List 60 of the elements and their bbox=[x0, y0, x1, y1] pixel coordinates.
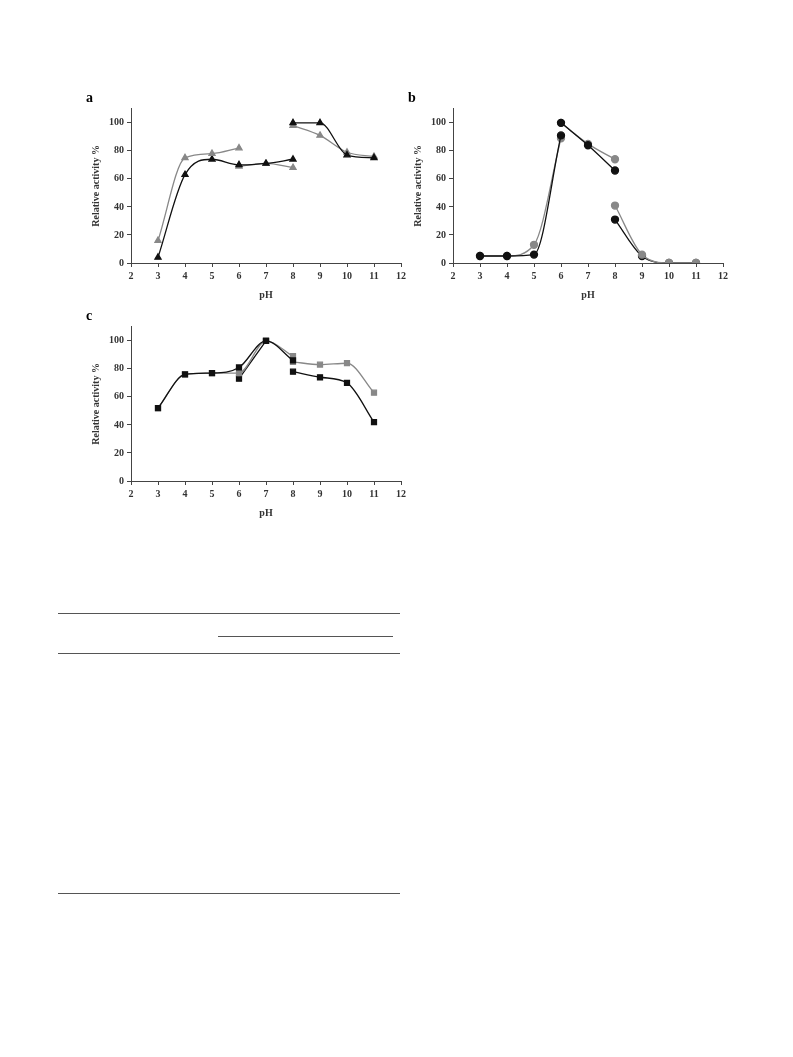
x-axis-title: pH bbox=[259, 506, 273, 518]
x-tick-label: 3 bbox=[155, 269, 161, 281]
x-tick-label: 12 bbox=[718, 269, 728, 281]
x-tick-label: 9 bbox=[317, 269, 323, 281]
y-tick-label: 80 bbox=[436, 144, 446, 156]
x-tick-label: 4 bbox=[182, 269, 188, 281]
x-tick-label: 5 bbox=[209, 269, 215, 281]
x-tick-label: 6 bbox=[236, 487, 242, 499]
y-axis-title: Relative activity % bbox=[411, 145, 423, 227]
x-tick-label: 4 bbox=[504, 269, 510, 281]
x-tick-label: 8 bbox=[612, 269, 618, 281]
y-tick-label: 40 bbox=[114, 200, 124, 212]
y-tick-label: 100 bbox=[109, 334, 124, 346]
y-tick-label: 80 bbox=[114, 144, 124, 156]
x-tick-label: 8 bbox=[290, 269, 296, 281]
chart-title: b bbox=[408, 90, 416, 106]
x-tick-label: 11 bbox=[369, 487, 379, 499]
x-tick-label: 11 bbox=[369, 269, 379, 281]
x-tick-label: 6 bbox=[236, 269, 242, 281]
x-tick-label: 9 bbox=[317, 487, 323, 499]
x-tick-label: 10 bbox=[342, 487, 352, 499]
y-tick-label: 40 bbox=[436, 200, 446, 212]
chart-title: a bbox=[86, 90, 93, 106]
y-tick-label: 0 bbox=[441, 256, 446, 268]
y-tick-label: 100 bbox=[109, 116, 124, 128]
chart-title: c bbox=[86, 308, 93, 324]
y-tick-label: 80 bbox=[114, 362, 124, 374]
x-tick-label: 7 bbox=[263, 487, 269, 499]
y-tick-label: 0 bbox=[119, 474, 124, 486]
x-tick-label: 3 bbox=[155, 487, 161, 499]
x-tick-label: 8 bbox=[290, 487, 296, 499]
x-tick-label: 2 bbox=[128, 487, 134, 499]
y-axis-title: Relative activity % bbox=[89, 363, 101, 445]
x-axis-title: pH bbox=[259, 288, 273, 300]
x-axis-title: pH bbox=[581, 288, 595, 300]
x-tick-label: 7 bbox=[585, 269, 591, 281]
x-tick-label: 4 bbox=[182, 487, 188, 499]
y-tick-label: 0 bbox=[119, 256, 124, 268]
y-tick-label: 20 bbox=[114, 228, 124, 240]
x-tick-label: 2 bbox=[450, 269, 456, 281]
x-tick-label: 10 bbox=[664, 269, 674, 281]
x-tick-label: 7 bbox=[263, 269, 269, 281]
y-tick-label: 20 bbox=[114, 446, 124, 458]
x-tick-label: 6 bbox=[558, 269, 564, 281]
x-tick-label: 5 bbox=[531, 269, 537, 281]
y-tick-label: 60 bbox=[114, 390, 124, 402]
x-tick-label: 11 bbox=[691, 269, 701, 281]
y-tick-label: 60 bbox=[436, 172, 446, 184]
y-tick-label: 60 bbox=[114, 172, 124, 184]
x-tick-label: 2 bbox=[128, 269, 134, 281]
y-tick-label: 100 bbox=[431, 116, 446, 128]
x-tick-label: 5 bbox=[209, 487, 215, 499]
x-tick-label: 3 bbox=[477, 269, 483, 281]
y-tick-label: 20 bbox=[436, 228, 446, 240]
y-axis-title: Relative activity % bbox=[89, 145, 101, 227]
x-tick-label: 12 bbox=[396, 487, 406, 499]
x-tick-label: 9 bbox=[639, 269, 645, 281]
y-tick-label: 40 bbox=[114, 418, 124, 430]
x-tick-label: 12 bbox=[396, 269, 406, 281]
x-tick-label: 10 bbox=[342, 269, 352, 281]
